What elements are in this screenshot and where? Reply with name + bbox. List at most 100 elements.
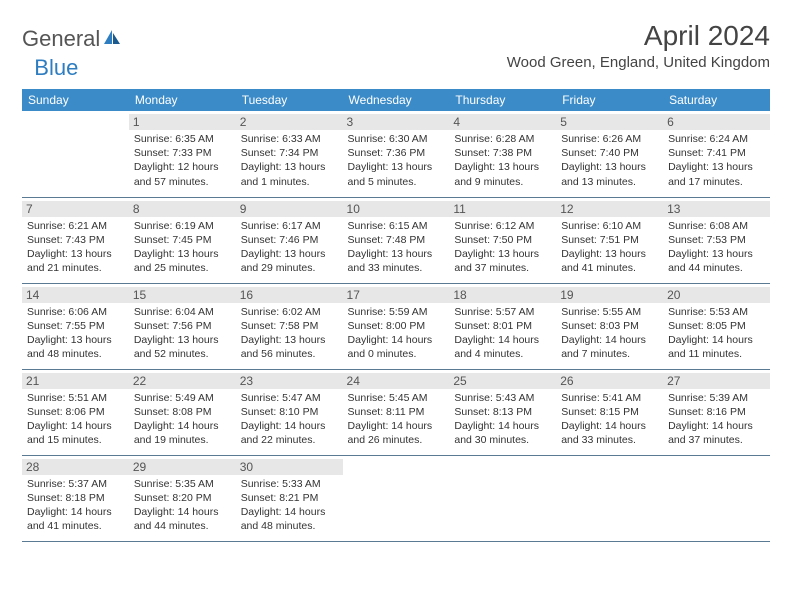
cell-line-sunset: Sunset: 8:03 PM	[561, 319, 658, 333]
day-number: 23	[236, 373, 343, 389]
cell-line-dl1: Daylight: 14 hours	[27, 419, 124, 433]
cell-line-sunrise: Sunrise: 6:28 AM	[454, 132, 551, 146]
cell-line-dl1: Daylight: 13 hours	[134, 247, 231, 261]
calendar-cell: 5Sunrise: 6:26 AMSunset: 7:40 PMDaylight…	[556, 111, 663, 197]
cell-line-dl2: and 21 minutes.	[27, 261, 124, 275]
cell-line-sunset: Sunset: 8:01 PM	[454, 319, 551, 333]
calendar-cell: 7 Sunrise: 6:21 AMSunset: 7:43 PMDaylight…	[22, 197, 129, 283]
cell-line-sunrise: Sunrise: 6:19 AM	[134, 219, 231, 233]
calendar-cell: 27Sunrise: 5:39 AMSunset: 8:16 PMDayligh…	[663, 369, 770, 455]
cell-line-sunset: Sunset: 7:56 PM	[134, 319, 231, 333]
cell-line-sunset: Sunset: 8:20 PM	[134, 491, 231, 505]
cell-line-dl1: Daylight: 14 hours	[348, 333, 445, 347]
cell-line-sunrise: Sunrise: 5:53 AM	[668, 305, 765, 319]
cell-line-sunset: Sunset: 7:58 PM	[241, 319, 338, 333]
cell-line-dl1: Daylight: 14 hours	[348, 419, 445, 433]
cell-line-dl1: Daylight: 13 hours	[241, 247, 338, 261]
calendar-cell	[556, 455, 663, 541]
cell-line-dl1: Daylight: 14 hours	[454, 419, 551, 433]
cell-line-dl2: and 9 minutes.	[454, 175, 551, 189]
cell-line-sunset: Sunset: 8:16 PM	[668, 405, 765, 419]
cell-line-sunrise: Sunrise: 6:02 AM	[241, 305, 338, 319]
cell-line-dl1: Daylight: 13 hours	[348, 247, 445, 261]
calendar-cell: 12Sunrise: 6:10 AMSunset: 7:51 PMDayligh…	[556, 197, 663, 283]
cell-line-dl1: Daylight: 14 hours	[27, 505, 124, 519]
cell-line-dl1: Daylight: 12 hours	[134, 160, 231, 174]
cell-line-dl1: Daylight: 14 hours	[134, 505, 231, 519]
calendar-cell: 8Sunrise: 6:19 AMSunset: 7:45 PMDaylight…	[129, 197, 236, 283]
cell-line-dl2: and 41 minutes.	[561, 261, 658, 275]
cell-line-dl1: Daylight: 13 hours	[454, 247, 551, 261]
day-header: Thursday	[449, 89, 556, 111]
logo-text-general: General	[22, 26, 100, 52]
calendar-cell	[663, 455, 770, 541]
cell-line-sunrise: Sunrise: 6:06 AM	[27, 305, 124, 319]
cell-line-sunset: Sunset: 7:41 PM	[668, 146, 765, 160]
day-number: 17	[343, 287, 450, 303]
day-number: 9	[236, 201, 343, 217]
cell-line-dl1: Daylight: 13 hours	[668, 160, 765, 174]
cell-line-dl2: and 30 minutes.	[454, 433, 551, 447]
calendar-week: 14Sunrise: 6:06 AMSunset: 7:55 PMDayligh…	[22, 283, 770, 369]
cell-line-dl1: Daylight: 13 hours	[454, 160, 551, 174]
calendar-cell: 24Sunrise: 5:45 AMSunset: 8:11 PMDayligh…	[343, 369, 450, 455]
cell-line-dl1: Daylight: 14 hours	[241, 419, 338, 433]
cell-line-sunset: Sunset: 7:50 PM	[454, 233, 551, 247]
day-number: 2	[236, 114, 343, 130]
cell-line-sunrise: Sunrise: 5:59 AM	[348, 305, 445, 319]
cell-line-dl2: and 37 minutes.	[454, 261, 551, 275]
day-number: 29	[129, 459, 236, 475]
day-number: 28	[22, 459, 129, 475]
cell-line-dl1: Daylight: 13 hours	[668, 247, 765, 261]
calendar-cell: 22Sunrise: 5:49 AMSunset: 8:08 PMDayligh…	[129, 369, 236, 455]
cell-line-dl2: and 29 minutes.	[241, 261, 338, 275]
cell-line-dl2: and 37 minutes.	[668, 433, 765, 447]
calendar-cell: 1Sunrise: 6:35 AMSunset: 7:33 PMDaylight…	[129, 111, 236, 197]
cell-line-sunset: Sunset: 7:55 PM	[27, 319, 124, 333]
location: Wood Green, England, United Kingdom	[507, 54, 770, 71]
day-number: 4	[449, 114, 556, 130]
cell-line-sunrise: Sunrise: 5:35 AM	[134, 477, 231, 491]
cell-line-dl2: and 17 minutes.	[668, 175, 765, 189]
cell-line-sunrise: Sunrise: 6:10 AM	[561, 219, 658, 233]
day-number: 20	[663, 287, 770, 303]
cell-line-dl1: Daylight: 14 hours	[134, 419, 231, 433]
cell-line-dl2: and 57 minutes.	[134, 175, 231, 189]
cell-line-sunrise: Sunrise: 6:26 AM	[561, 132, 658, 146]
day-number: 11	[449, 201, 556, 217]
day-number: 13	[663, 201, 770, 217]
day-number: 16	[236, 287, 343, 303]
day-number: 21	[22, 373, 129, 389]
calendar-cell: 9Sunrise: 6:17 AMSunset: 7:46 PMDaylight…	[236, 197, 343, 283]
calendar-cell: 14Sunrise: 6:06 AMSunset: 7:55 PMDayligh…	[22, 283, 129, 369]
calendar-cell: 25Sunrise: 5:43 AMSunset: 8:13 PMDayligh…	[449, 369, 556, 455]
cell-line-sunrise: Sunrise: 6:21 AM	[27, 219, 124, 233]
calendar-cell	[343, 455, 450, 541]
cell-line-dl2: and 33 minutes.	[348, 261, 445, 275]
day-number: 3	[343, 114, 450, 130]
cell-line-sunset: Sunset: 7:43 PM	[27, 233, 124, 247]
day-number: 10	[343, 201, 450, 217]
calendar-cell: 6Sunrise: 6:24 AMSunset: 7:41 PMDaylight…	[663, 111, 770, 197]
cell-line-sunrise: Sunrise: 6:33 AM	[241, 132, 338, 146]
cell-line-dl1: Daylight: 14 hours	[561, 419, 658, 433]
cell-line-dl2: and 26 minutes.	[348, 433, 445, 447]
logo: General	[22, 26, 124, 52]
cell-line-dl2: and 15 minutes.	[27, 433, 124, 447]
calendar-cell: 4Sunrise: 6:28 AMSunset: 7:38 PMDaylight…	[449, 111, 556, 197]
cell-line-sunrise: Sunrise: 6:08 AM	[668, 219, 765, 233]
cell-line-dl1: Daylight: 13 hours	[27, 247, 124, 261]
cell-line-dl2: and 19 minutes.	[134, 433, 231, 447]
day-number: 26	[556, 373, 663, 389]
title-block: April 2024 Wood Green, England, United K…	[507, 20, 770, 71]
cell-line-sunrise: Sunrise: 5:57 AM	[454, 305, 551, 319]
cell-line-sunset: Sunset: 7:46 PM	[241, 233, 338, 247]
calendar-cell: 21Sunrise: 5:51 AMSunset: 8:06 PMDayligh…	[22, 369, 129, 455]
cell-line-dl2: and 7 minutes.	[561, 347, 658, 361]
day-number: 7	[22, 201, 129, 217]
cell-line-sunrise: Sunrise: 5:49 AM	[134, 391, 231, 405]
cell-line-sunset: Sunset: 8:05 PM	[668, 319, 765, 333]
cell-line-dl2: and 48 minutes.	[241, 519, 338, 533]
day-number: 12	[556, 201, 663, 217]
day-number: 1	[129, 114, 236, 130]
